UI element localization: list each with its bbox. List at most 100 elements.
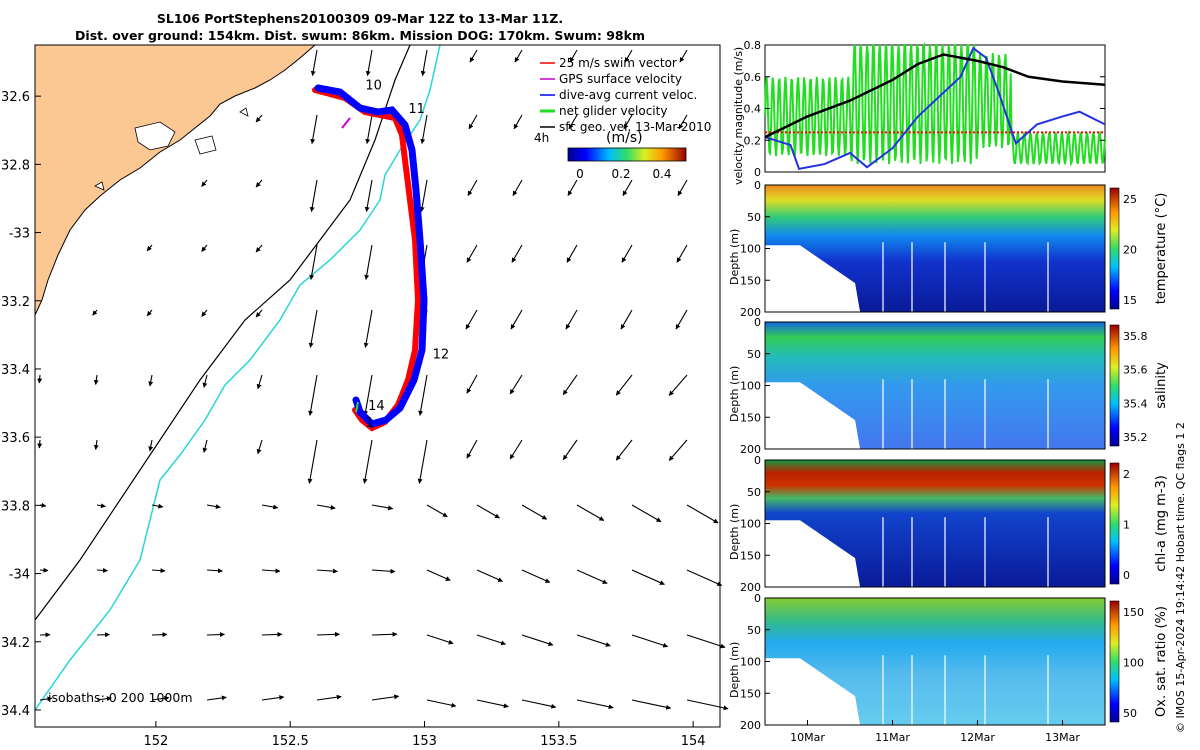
section-colorbar-tick: 0 (1123, 569, 1130, 582)
velocity-arrow (467, 179, 478, 197)
velocity-arrow (92, 309, 98, 316)
velocity-arrow (206, 695, 227, 701)
velocity-arrow (419, 179, 428, 213)
section-colorbar-tick: 35.6 (1123, 364, 1148, 377)
map-panel: 10 11 12 14 1 isobaths: 0 200 1000m 152 152.5… (1, 44, 729, 749)
velocity-arrow (631, 699, 672, 710)
velocity-arrow (256, 439, 263, 455)
section-y-tick: 50 (747, 624, 761, 637)
velocity-arrow (420, 114, 428, 145)
section-y-tick: 100 (740, 656, 761, 669)
isobath-1000 (34, 44, 441, 711)
velocity-arrow (364, 179, 373, 213)
velocity-y-tick: 0.4 (744, 103, 762, 116)
velocity-arrow (255, 179, 263, 188)
velocity-arrow (476, 699, 509, 709)
map-frame (34, 44, 721, 728)
velocity-arrow (261, 568, 281, 574)
section-panel: 0 50 100 150 200 Depth (m) 15 20 25 temperature (… (728, 179, 1169, 319)
velocity-arrow (426, 504, 448, 518)
section-y-tick: 0 (754, 454, 761, 467)
velocity-arrow (206, 568, 223, 574)
section-colorbar-tick: 15 (1123, 294, 1137, 307)
section-y-tick: 50 (747, 348, 761, 361)
velocity-arrow (476, 634, 507, 646)
velocity-arrow (201, 179, 208, 187)
footer-text: © IMOS 15-Apr-2024 19:14:42 Hobart time.… (1174, 422, 1187, 733)
velocity-arrow (668, 374, 688, 396)
section-colorbar (1109, 600, 1120, 723)
day-labels: 10 11 12 14 1 (365, 78, 449, 431)
velocity-arrow (511, 244, 523, 263)
velocity-arrow (363, 374, 373, 416)
section-y-tick: 200 (740, 719, 761, 732)
section-colorbar (1109, 187, 1120, 310)
map-x-tick-label: 153.5 (540, 734, 577, 749)
land (34, 44, 317, 316)
velocity-arrow (362, 439, 373, 484)
map-y-tick-label: 33.2 (1, 295, 30, 310)
title-line-1: SL106 PortStephens20100309 09-Mar 12Z to… (156, 11, 564, 26)
colorbar-tick: 0.4 (652, 167, 671, 181)
velocity-arrow (96, 567, 108, 573)
velocity-arrow (316, 504, 336, 510)
isobath-200 (34, 44, 411, 621)
section-ylabel: Depth (m) (728, 504, 741, 560)
velocity-arrow (96, 503, 106, 509)
section-panel: 0 50 100 150 200 Depth (m) 0 1 2 chl-a (mg m-3) (728, 454, 1169, 594)
velocity-arrow (261, 695, 285, 701)
velocity-arrow (420, 49, 428, 77)
velocity-arrow (623, 114, 633, 130)
velocity-arrow (521, 699, 557, 709)
velocity-arrow (146, 244, 153, 252)
velocity-arrow (675, 309, 688, 330)
section-y-tick: 150 (740, 274, 761, 287)
section-colorbar (1109, 324, 1120, 447)
velocity-arrow (426, 634, 454, 645)
section-y-tick: 100 (740, 518, 761, 531)
map-x-tick-label: 152.5 (272, 734, 309, 749)
colorbar-side-label: 4h (534, 131, 549, 145)
velocity-arrow (521, 634, 554, 647)
velocity-arrow (39, 696, 53, 702)
velocity-arrow (309, 244, 318, 280)
section-colorbar-label: chl-a (mg m-3) (1154, 475, 1169, 572)
map-y-tick-label: 33.6 (1, 431, 30, 446)
velocity-arrow (576, 634, 611, 647)
velocity-arrow (513, 114, 523, 130)
section-colorbar-label: temperature (°C) (1154, 193, 1169, 305)
section-y-tick: 50 (747, 486, 761, 499)
velocity-arrow (261, 631, 283, 637)
section-x-tick: 12Mar (960, 731, 995, 744)
velocity-arrow (509, 439, 523, 460)
section-data-fill (765, 598, 1105, 725)
velocity-arrow (365, 114, 373, 145)
velocity-arrow (93, 439, 99, 450)
colorbar-tick: 0.2 (611, 167, 630, 181)
velocity-arrow (562, 374, 578, 396)
velocity-arrow (151, 632, 168, 638)
velocity-arrow (371, 631, 398, 637)
surface-velocity-arrows (37, 49, 729, 711)
chart-title: SL106 PortStephens20100309 09-Mar 12Z to… (0, 10, 720, 44)
section-colorbar-tick: 20 (1123, 244, 1137, 257)
map-x-tick-label: 153 (412, 734, 437, 749)
velocity-arrow (568, 114, 578, 130)
velocity-arrow (307, 439, 318, 484)
glider-track-blue (314, 84, 428, 428)
day-label: 10 (365, 78, 382, 93)
velocity-arrow (686, 699, 729, 711)
velocity-arrow (316, 694, 342, 701)
legend-item-2: dive-avg current veloc. (559, 88, 697, 102)
velocity-arrow (576, 504, 605, 521)
section-y-tick: 150 (740, 411, 761, 424)
velocity-arrow (148, 439, 154, 452)
colorbar-tick: 0 (576, 167, 584, 181)
velocity-arrow (417, 439, 428, 484)
velocity-arrow (521, 504, 548, 520)
velocity-arrow (621, 244, 633, 263)
velocity-arrow (668, 439, 688, 461)
velocity-arrow (418, 374, 428, 416)
section-data-fill (765, 322, 1105, 449)
